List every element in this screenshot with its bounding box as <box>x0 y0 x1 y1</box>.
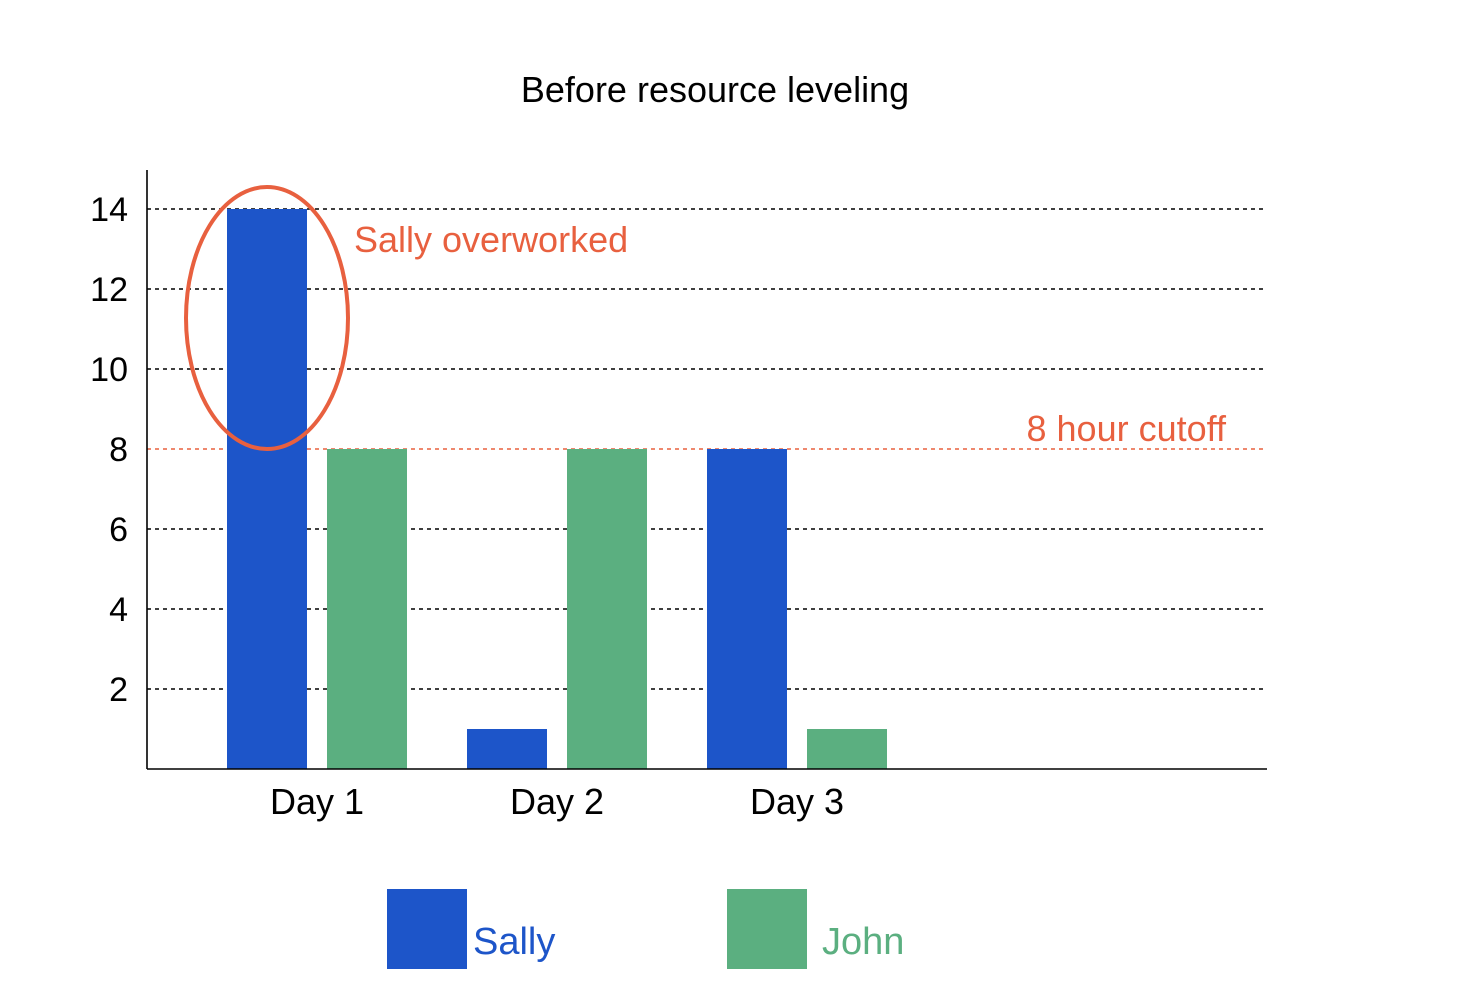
legend-swatch-sally <box>387 889 467 969</box>
bar-sally-day-3 <box>707 449 787 769</box>
y-tick-label: 8 <box>109 431 128 469</box>
overworked-circle <box>184 185 350 451</box>
cutoff-label: 8 hour cutoff <box>1027 408 1227 449</box>
x-tick-label: Day 1 <box>270 781 364 822</box>
labels-layer: 2 4 6 8 10 12 14 Day 1 Day 2 Day 3 <box>90 191 844 822</box>
bar-john-day-1 <box>327 449 407 769</box>
legend: Sally John <box>387 889 904 969</box>
y-tick-label: 4 <box>109 591 128 629</box>
overworked-annotation: Sally overworked <box>354 219 628 260</box>
legend-label-john: John <box>822 921 904 963</box>
y-tick-label: 6 <box>109 511 128 549</box>
legend-swatch-john <box>727 889 807 969</box>
bar-john-day-2 <box>567 449 647 769</box>
chart-title: Before resource leveling <box>521 69 909 110</box>
bar-sally-day-1 <box>227 209 307 769</box>
bar-sally-day-2 <box>467 729 547 769</box>
y-tick-label: 12 <box>90 271 128 309</box>
y-tick-label: 14 <box>90 191 128 229</box>
axes-layer <box>146 170 1267 770</box>
x-tick-label: Day 2 <box>510 781 604 822</box>
legend-label-sally: Sally <box>473 921 555 963</box>
y-tick-label: 2 <box>109 671 128 709</box>
y-tick-label: 10 <box>90 351 128 389</box>
bars-layer <box>227 209 887 769</box>
x-tick-label: Day 3 <box>750 781 844 822</box>
bar-john-day-3 <box>807 729 887 769</box>
annotation-layer: 8 hour cutoff Sally overworked <box>184 185 1227 451</box>
